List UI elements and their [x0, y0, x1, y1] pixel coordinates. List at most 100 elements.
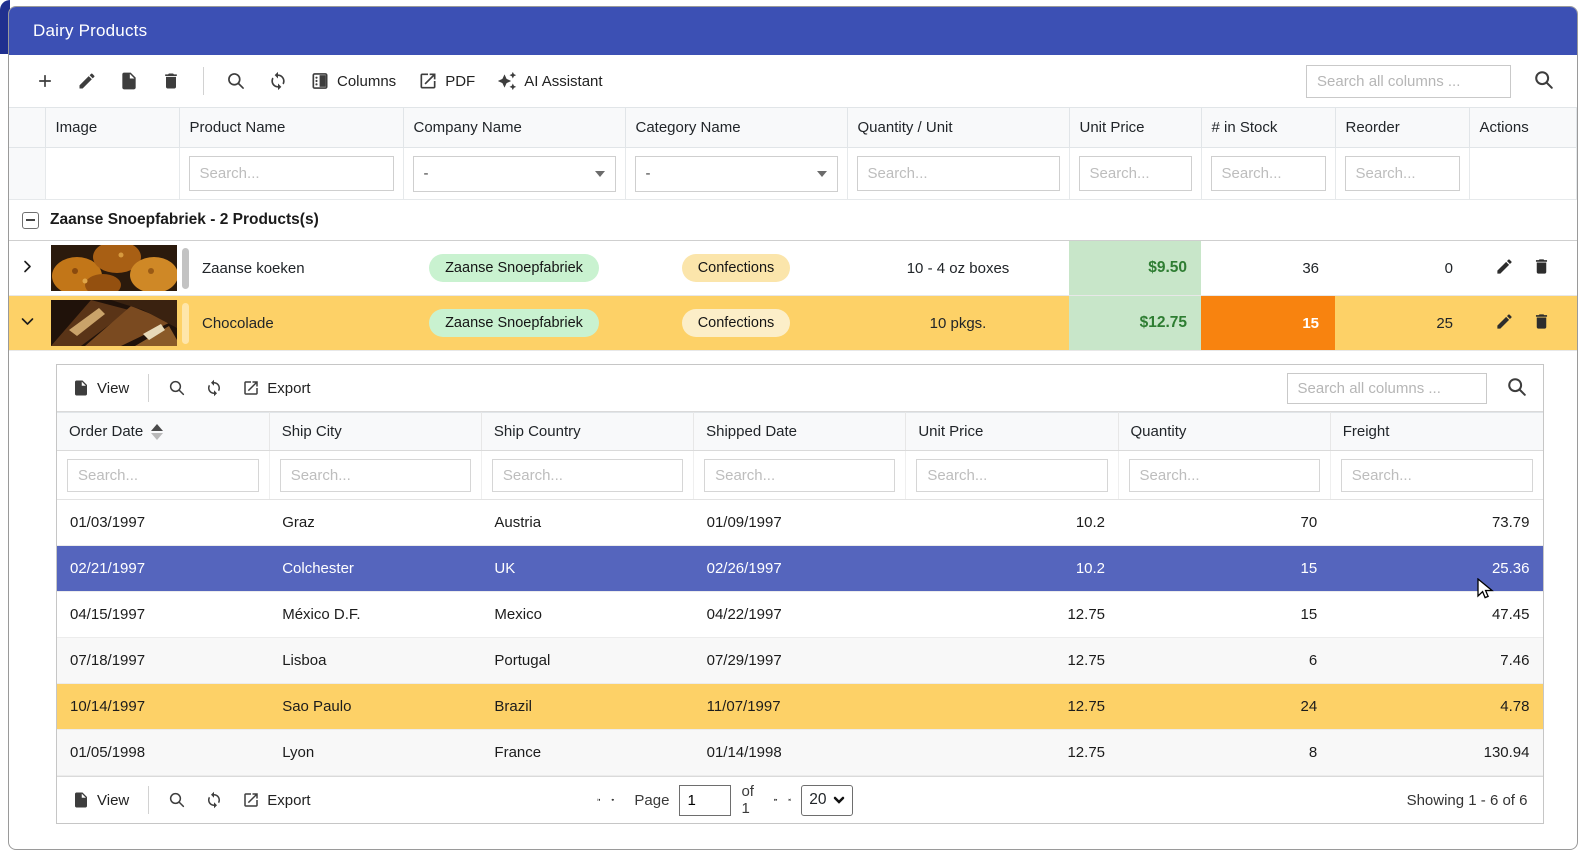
company-filter-select[interactable]: -: [412, 155, 616, 192]
quantity-filter-input[interactable]: [856, 156, 1060, 191]
first-page-button[interactable]: [597, 798, 601, 802]
group-collapse-button[interactable]: [22, 211, 39, 229]
company-filter-value: -: [423, 165, 429, 182]
delete-record-button[interactable]: [161, 71, 181, 91]
next-page-button[interactable]: [774, 798, 778, 802]
column-header-ship-country[interactable]: Ship Country: [481, 412, 695, 451]
columns-button-label: Columns: [337, 72, 397, 90]
product-row-zaanse-koeken[interactable]: Zaanse koeken Zaanse Snoepfabriek Confec…: [9, 240, 1577, 296]
order-date-cell: 07/18/1997: [57, 637, 270, 684]
order-date-cell: 04/15/1997: [57, 591, 270, 638]
column-header-shipped-date[interactable]: Shipped Date: [693, 412, 907, 451]
product-name-filter-input[interactable]: [188, 156, 394, 191]
column-header-image[interactable]: Image: [45, 107, 180, 148]
quantity-cell: 8: [1118, 729, 1331, 776]
order-row[interactable]: 07/18/1997 Lisboa Portugal 07/29/1997 12…: [57, 637, 1543, 684]
reorder-filter-input[interactable]: [1344, 156, 1460, 191]
product-scrollbar-thumb[interactable]: [182, 248, 189, 289]
column-header-quantity-unit[interactable]: Quantity / Unit: [847, 107, 1070, 148]
column-header-unit-price[interactable]: Unit Price: [1069, 107, 1202, 148]
page-size-select[interactable]: 20: [801, 784, 853, 816]
in-stock-filter-input[interactable]: [1210, 156, 1326, 191]
chevron-down-icon[interactable]: [20, 314, 35, 329]
in-stock-cell: 36: [1201, 240, 1335, 296]
edit-row-button[interactable]: [1488, 312, 1521, 334]
trash-icon: [1535, 313, 1547, 329]
sync-icon: [208, 791, 221, 809]
export-button-label: Export: [267, 791, 311, 809]
category-filter-select[interactable]: -: [634, 155, 838, 192]
column-header-unit-price[interactable]: Unit Price: [905, 412, 1119, 451]
order-row-highlighted[interactable]: 10/14/1997 Sao Paulo Brazil 11/07/1997 1…: [57, 683, 1543, 730]
shipped-date-filter-input[interactable]: [704, 458, 896, 492]
detail-search-toggle-button[interactable]: [168, 379, 186, 397]
edit-record-button[interactable]: [77, 71, 97, 91]
global-search-button[interactable]: [1533, 69, 1555, 94]
product-scrollbar-thumb[interactable]: [182, 303, 189, 344]
column-header-product-name[interactable]: Product Name: [179, 107, 404, 148]
last-page-button[interactable]: [788, 798, 792, 802]
page-count-label: of 1: [741, 783, 754, 817]
columns-button[interactable]: Columns: [310, 71, 396, 91]
shipped-date-cell: 11/07/1997: [693, 683, 906, 730]
magnifier-icon: [1535, 70, 1553, 89]
search-toggle-button[interactable]: [226, 71, 246, 91]
ship-city-filter-input[interactable]: [279, 458, 471, 492]
ai-assistant-button[interactable]: AI Assistant: [497, 71, 603, 91]
column-header-company-name[interactable]: Company Name: [403, 107, 626, 148]
pager-search-button[interactable]: [168, 791, 186, 809]
magnifier-icon: [170, 380, 185, 396]
product-row-chocolade-selected[interactable]: Chocolade Zaanse Snoepfabriek Confection…: [9, 295, 1577, 351]
unit-price-cell: 12.75: [905, 637, 1119, 684]
columns-icon: [312, 73, 328, 89]
order-row-selected[interactable]: 02/21/1997 Colchester UK 02/26/1997 10.2…: [57, 545, 1543, 592]
view-button[interactable]: View: [72, 791, 129, 809]
refresh-button[interactable]: [268, 71, 288, 91]
order-date-cell: 01/03/1997: [57, 499, 270, 546]
detail-refresh-button[interactable]: [205, 379, 223, 397]
column-header-ship-city[interactable]: Ship City: [269, 412, 482, 451]
view-button[interactable]: View: [72, 379, 129, 397]
column-header-quantity[interactable]: Quantity: [1118, 412, 1331, 451]
pdf-export-button[interactable]: PDF: [418, 71, 475, 91]
detail-search-button[interactable]: [1506, 376, 1528, 401]
pager-export-button[interactable]: Export: [242, 791, 311, 809]
order-date-filter-input[interactable]: [67, 458, 259, 492]
quantity-cell: 6: [1118, 637, 1331, 684]
column-header-category-name[interactable]: Category Name: [625, 107, 848, 148]
quantity-filter-input[interactable]: [1128, 458, 1320, 492]
page-input[interactable]: [679, 784, 732, 816]
order-row[interactable]: 04/15/1997 México D.F. Mexico 04/22/1997…: [57, 591, 1543, 638]
unit-price-filter-input[interactable]: [1078, 156, 1192, 191]
export-icon: [420, 73, 436, 89]
add-record-button[interactable]: [35, 71, 55, 91]
group-row[interactable]: Zaanse Snoepfabriek - 2 Products(s): [9, 199, 1577, 241]
column-header-order-date[interactable]: Order Date: [57, 412, 270, 451]
order-row[interactable]: 01/05/1998 Lyon France 01/14/1998 12.75 …: [57, 729, 1543, 776]
column-header-in-stock[interactable]: # in Stock: [1201, 107, 1336, 148]
order-date-cell: 10/14/1997: [57, 683, 270, 730]
delete-row-button[interactable]: [1525, 257, 1558, 279]
filter-actions-cell: [1469, 147, 1577, 200]
previous-page-button[interactable]: [611, 798, 615, 802]
column-header-reorder[interactable]: Reorder: [1335, 107, 1470, 148]
order-row[interactable]: 01/03/1997 Graz Austria 01/09/1997 10.2 …: [57, 499, 1543, 546]
ship-country-cell: Mexico: [481, 591, 694, 638]
clone-record-button[interactable]: [119, 71, 139, 91]
column-header-freight[interactable]: Freight: [1330, 412, 1543, 451]
chevron-right-icon[interactable]: [20, 259, 35, 274]
pager-refresh-button[interactable]: [205, 791, 223, 809]
sort-ascending-icon[interactable]: [151, 423, 164, 440]
unit-price-cell: $9.50: [1069, 240, 1201, 296]
detail-search-input[interactable]: [1286, 372, 1487, 404]
unit-price-cell: $12.75: [1069, 295, 1201, 351]
edit-row-button[interactable]: [1488, 257, 1521, 279]
unit-price-filter-input[interactable]: [916, 458, 1108, 492]
plus-icon: [39, 75, 51, 87]
export-button[interactable]: Export: [242, 379, 311, 397]
freight-filter-input[interactable]: [1340, 458, 1533, 492]
freight-cell: 130.94: [1330, 729, 1543, 776]
global-search-input[interactable]: [1306, 64, 1511, 98]
ship-country-filter-input[interactable]: [491, 458, 684, 492]
delete-row-button[interactable]: [1525, 312, 1558, 334]
